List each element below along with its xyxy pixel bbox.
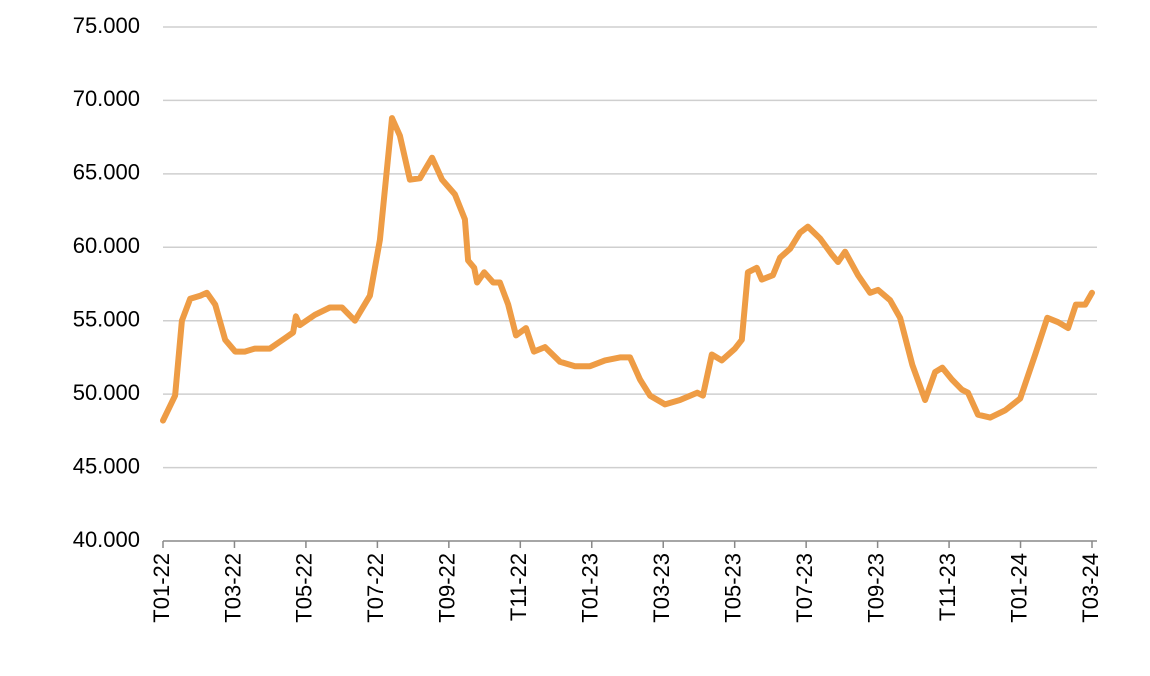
y-tick-label: 60.000 — [73, 233, 140, 258]
y-tick-label: 45.000 — [73, 453, 140, 478]
data-line — [160, 115, 1095, 424]
x-tick-label: T03-23 — [649, 553, 674, 623]
x-tick-label: T07-22 — [363, 553, 388, 623]
y-tick-label: 65.000 — [73, 160, 140, 185]
y-tick-label: 55.000 — [73, 307, 140, 332]
x-tick-label: T09-23 — [863, 553, 888, 623]
y-tick-label: 70.000 — [73, 86, 140, 111]
x-tick-label: T05-22 — [292, 553, 317, 623]
x-tick-label: T03-24 — [1078, 553, 1103, 623]
x-tick-label: T11-23 — [935, 553, 960, 621]
y-tick-label: 40.000 — [73, 527, 140, 552]
x-tick-label: T05-23 — [721, 553, 746, 623]
y-tick-label: 75.000 — [73, 13, 140, 38]
x-tick-label: T01-23 — [578, 553, 603, 623]
x-tick-label: T03-22 — [220, 553, 245, 623]
x-tick-label: T07-23 — [792, 553, 817, 623]
y-tick-label: 50.000 — [73, 380, 140, 405]
x-tick-label: T11-22 — [506, 553, 531, 621]
x-tick-label: T09-22 — [435, 553, 460, 623]
x-tick-label: T01-22 — [149, 553, 174, 623]
x-tick-label: T01-24 — [1006, 553, 1031, 623]
